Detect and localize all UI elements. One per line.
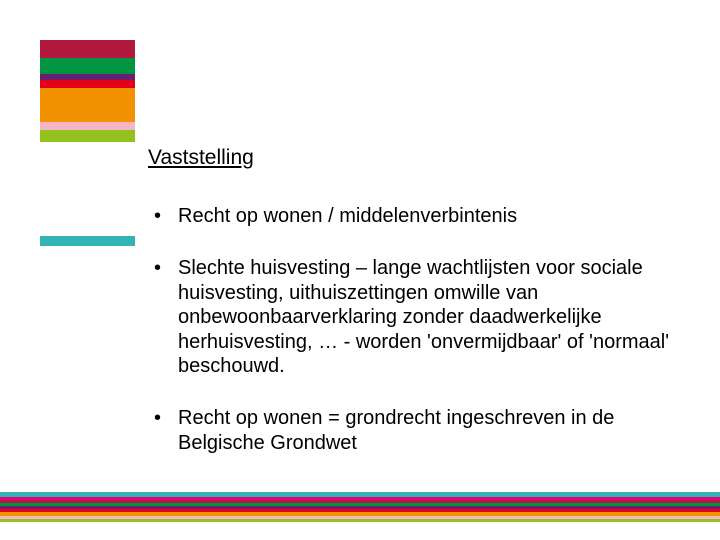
logo-stripe: [40, 40, 135, 58]
logo-stripe: [40, 130, 135, 142]
list-item: Slechte huisvesting – lange wachtlijsten…: [148, 256, 678, 378]
logo-stripe: [40, 88, 135, 122]
logo-stripe: [40, 80, 135, 88]
list-item: Recht op wonen = grondrecht ingeschreven…: [148, 406, 678, 455]
logo-block: [40, 40, 135, 142]
footer-stripe: [0, 519, 720, 522]
slide-content: Vaststelling Recht op wonen / middelenve…: [148, 146, 678, 483]
accent-bar: [40, 236, 135, 246]
footer-bars: [0, 492, 720, 522]
logo-stripe: [40, 122, 135, 130]
slide-heading: Vaststelling: [148, 146, 678, 170]
bullet-list: Recht op wonen / middelenverbintenis Sle…: [148, 204, 678, 455]
logo-stripe: [40, 58, 135, 74]
list-item: Recht op wonen / middelenverbintenis: [148, 204, 678, 228]
